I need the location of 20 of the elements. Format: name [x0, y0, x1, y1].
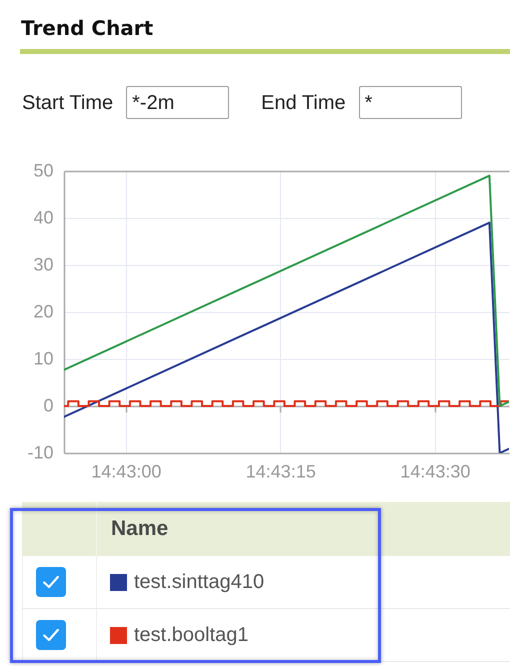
y-tick-label: 50: [33, 160, 54, 180]
legend-table: Name test.sinttag410 test.booltag1: [22, 502, 510, 662]
y-tick-label: 0: [43, 396, 54, 416]
y-tick-label: 30: [33, 254, 54, 274]
text: Start Time: [22, 90, 114, 114]
text-field: *: [358, 86, 462, 119]
y-tick-label: 40: [33, 208, 54, 228]
legend-title: Name: [111, 517, 168, 541]
text: End Time: [261, 90, 346, 114]
x-tick-label: 14:43:00: [91, 462, 162, 482]
x-tick-label: 14:43:30: [400, 462, 470, 482]
x-tick-label: 14:43:15: [246, 462, 316, 482]
y-tick-label: 10: [33, 348, 54, 368]
legend-label: test.booltag1: [134, 623, 249, 647]
chart-title: Trend Chart: [21, 16, 154, 40]
legend-label: test.sinttag410: [134, 570, 264, 594]
y-tick-label: 20: [33, 302, 54, 322]
line-series: [64, 174, 509, 407]
text-field: *-2m: [126, 86, 230, 119]
y-tick-label: -10: [27, 442, 54, 462]
